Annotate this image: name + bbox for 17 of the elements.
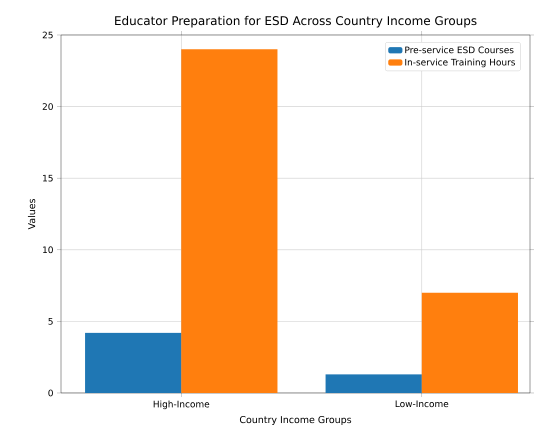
- bar: [422, 292, 518, 393]
- bar: [181, 49, 278, 393]
- x-tick-label: High-Income: [154, 400, 210, 410]
- y-tick-label: 15: [43, 174, 53, 182]
- y-tick-label: 0: [48, 390, 53, 396]
- y-tick-label: 5: [48, 318, 53, 325]
- y-tick-label: 10: [43, 246, 53, 254]
- bar: [85, 332, 182, 393]
- y-tick-label: 25: [42, 32, 53, 38]
- y-tick-label: 20: [42, 103, 53, 110]
- legend-label: Pre-service ESD Courses: [405, 46, 514, 54]
- x-tick-label: Low-Income: [396, 400, 448, 408]
- chart-title: Educator Preparation for ESD Across Country Income Groups: [115, 16, 476, 28]
- bar: [326, 374, 422, 393]
- x-axis-title: Country Income Groups: [240, 416, 352, 426]
- legend-label: In-service Training Hours: [405, 58, 516, 68]
- y-axis-title: Values: [28, 198, 36, 230]
